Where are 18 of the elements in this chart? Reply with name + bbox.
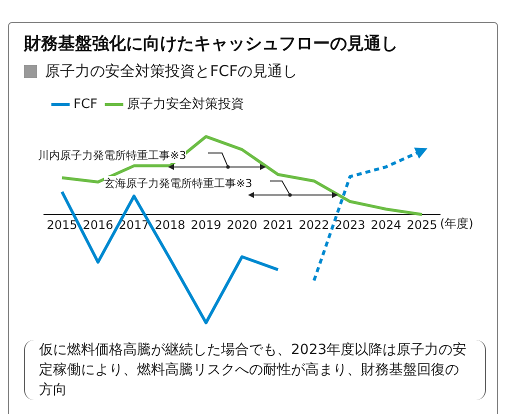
x-tick-label: 2019 — [190, 218, 222, 232]
chart-subtitle: 原子力の安全対策投資とFCFの見通し — [45, 62, 298, 81]
x-tick-label: 2022 — [298, 218, 330, 232]
legend-label: 原子力安全対策投資 — [127, 96, 244, 112]
annotation: 玄海原子力発電所特重工事※3 — [104, 176, 252, 191]
annotation: 川内原子力発電所特重工事※3 — [38, 148, 186, 163]
legend-label: FCF — [74, 96, 98, 112]
x-tick-label: 2024 — [370, 218, 402, 232]
x-axis-title: (年度) — [440, 216, 474, 231]
x-tick-label: 2018 — [154, 218, 186, 232]
chart-title: 財務基盤強化に向けたキャッシュフローの見通し — [24, 33, 398, 55]
x-tick-label: 2015 — [46, 218, 78, 232]
text: 仮に燃料価格高騰が継続した場合でも、2023年度以降は原子力の安定稼働により、燃料高騰リスクへの耐性が高まり、財務基盤回復の方向 — [24, 340, 486, 400]
x-tick-label: 2020 — [226, 218, 258, 232]
x-tick-label: 2021 — [262, 218, 294, 232]
x-tick-label: 2025 — [406, 218, 438, 232]
x-tick-label: 2023 — [334, 218, 366, 232]
x-tick-label: 2016 — [82, 218, 114, 232]
